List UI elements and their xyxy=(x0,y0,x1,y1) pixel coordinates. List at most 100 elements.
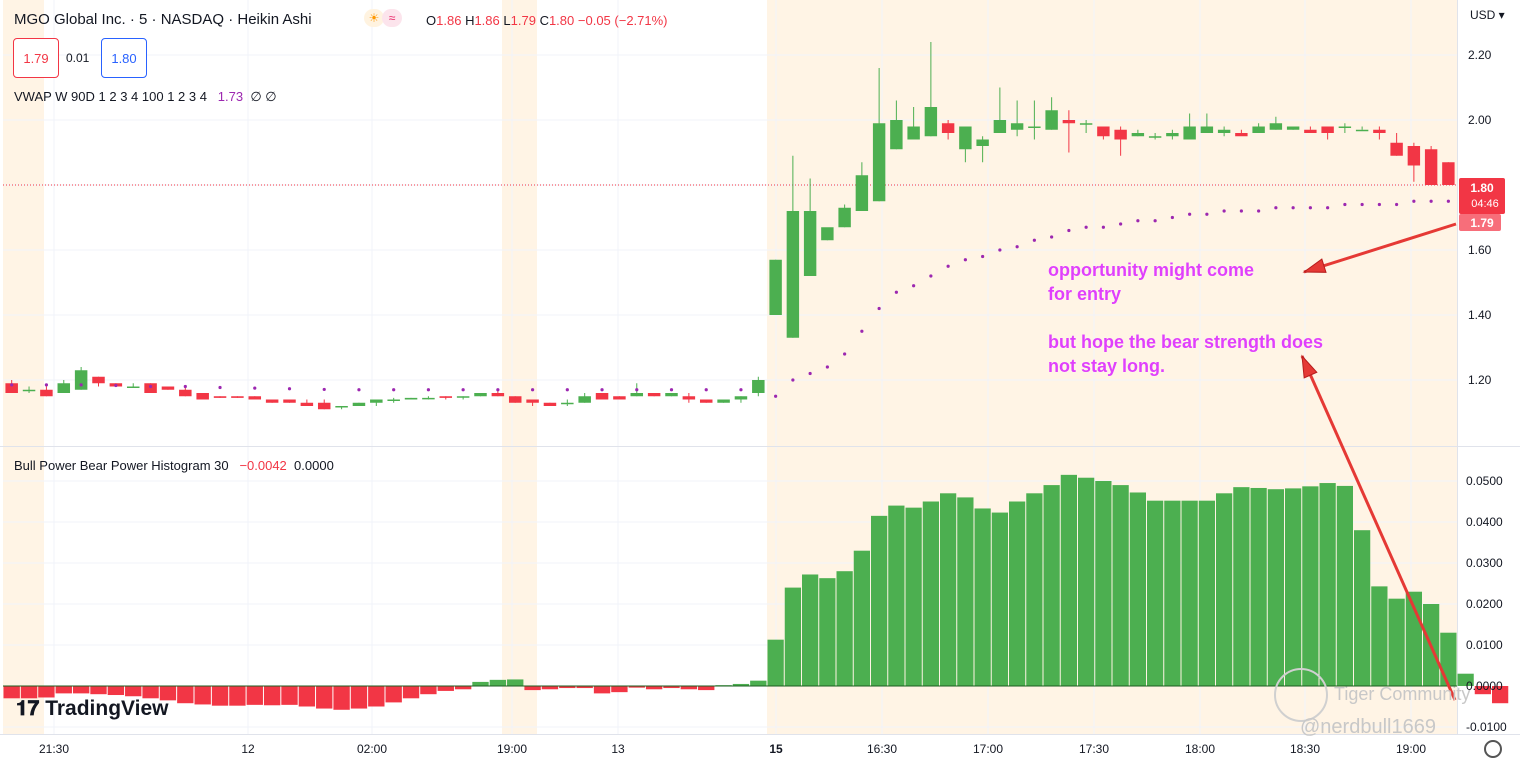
histogram-bar xyxy=(350,686,368,709)
candle-body xyxy=(907,126,920,140)
histogram-bar xyxy=(1267,489,1284,686)
candle xyxy=(1373,126,1386,140)
candle xyxy=(508,396,522,403)
candle xyxy=(838,204,851,228)
vwap-dot xyxy=(1188,212,1192,216)
candle xyxy=(1045,97,1058,130)
histogram-bar xyxy=(107,686,125,696)
candle xyxy=(370,399,383,406)
vwap-dot xyxy=(739,388,743,392)
candles xyxy=(5,42,1455,410)
candle-body xyxy=(1166,133,1179,137)
vwap-dots xyxy=(10,199,1450,398)
candle-body xyxy=(786,211,800,338)
histogram-bar xyxy=(281,686,298,705)
candle xyxy=(1148,133,1162,140)
histogram-bar xyxy=(1319,483,1336,686)
candle-body xyxy=(1148,136,1162,138)
candle xyxy=(1338,123,1352,133)
change-value: −0.05 (−2.71%) xyxy=(577,13,668,28)
histogram-bar xyxy=(333,686,350,710)
candle-body xyxy=(976,139,989,146)
candle xyxy=(924,42,938,137)
settings-icon[interactable] xyxy=(1484,740,1502,758)
vwap-dot xyxy=(1343,202,1347,207)
candle xyxy=(595,393,609,400)
vwap-legend[interactable]: VWAP W 90D 1 2 3 4 100 1 2 3 4 1.73 ∅ ∅ xyxy=(14,89,277,105)
histogram-bar xyxy=(576,686,593,689)
price-tick-label: 2.00 xyxy=(1468,113,1492,127)
tradingview-logo[interactable]: 𝟏𝟕 TradingView xyxy=(16,697,169,721)
candle-body xyxy=(1028,126,1041,128)
histogram-bar xyxy=(125,686,142,697)
histogram-bar xyxy=(1233,487,1250,686)
vwap-dot xyxy=(530,388,535,392)
vwap-dot xyxy=(1429,199,1433,203)
vwap-extra: ∅ ∅ xyxy=(250,89,277,104)
candle-body xyxy=(838,207,851,228)
arrow-entry xyxy=(1302,222,1457,274)
candle-body xyxy=(92,376,105,384)
buy-button[interactable]: 1.80 xyxy=(101,38,147,78)
sell-button[interactable]: 1.79 xyxy=(13,38,59,78)
histogram-bar xyxy=(38,686,55,698)
histogram-bar xyxy=(211,686,229,706)
time-tick-label: 18:00 xyxy=(1185,742,1215,756)
candle xyxy=(803,178,817,276)
currency-select[interactable]: USD ▾ xyxy=(1470,8,1505,22)
vwap-dot xyxy=(774,394,778,398)
countdown-tag-label: 04:46 xyxy=(1471,198,1499,210)
vwap-value: 1.73 xyxy=(217,89,244,104)
time-tick-label: 18:30 xyxy=(1290,742,1320,756)
candle-body xyxy=(595,393,609,400)
candle-body xyxy=(734,396,748,400)
vwap-dot xyxy=(44,383,49,387)
candle xyxy=(196,393,209,400)
candle-body xyxy=(1062,120,1076,124)
candle-body xyxy=(526,399,539,403)
histogram-bar xyxy=(1336,485,1353,686)
market-hours-icon[interactable]: ☀ xyxy=(364,9,384,27)
histogram-bar xyxy=(663,686,680,689)
histogram-bar xyxy=(1026,493,1043,686)
candle-body xyxy=(1217,129,1231,133)
histogram-bar xyxy=(1129,492,1146,686)
candle-body xyxy=(924,107,938,137)
candle-body xyxy=(1200,126,1214,133)
candle-body xyxy=(699,399,713,403)
user-watermark: @nerdbull1669 xyxy=(1300,716,1436,738)
candle xyxy=(993,87,1007,133)
vwap-dot xyxy=(253,386,257,390)
histogram-bar xyxy=(1492,686,1509,704)
histogram-bar xyxy=(72,686,90,694)
histogram-bars xyxy=(3,474,1509,710)
candle-body xyxy=(387,399,400,401)
symbol-title[interactable]: MGO Global Inc. · 5 · NASDAQ · Heikin As… xyxy=(14,11,312,28)
ohlc-legend: O1.86 H1.86 L1.79 C1.80 −0.05 (−2.71%) xyxy=(426,13,668,28)
candle xyxy=(283,399,296,403)
indicator-label: Bull Power Bear Power Histogram 30 xyxy=(14,458,229,473)
hist-tick-label: 0.0500 xyxy=(1466,474,1503,488)
vwap-dot xyxy=(808,371,812,376)
candle xyxy=(647,393,661,397)
delayed-data-icon[interactable]: ≈ xyxy=(382,9,402,27)
vwap-dot xyxy=(1239,209,1243,213)
indicator-legend[interactable]: Bull Power Bear Power Histogram 30 −0.00… xyxy=(14,458,334,473)
candle xyxy=(126,383,140,388)
vwap-dot xyxy=(183,384,187,389)
candle-body xyxy=(404,397,418,400)
candle-body xyxy=(1097,126,1110,137)
time-tick-label: 21:30 xyxy=(39,742,69,756)
candle xyxy=(352,402,366,406)
arrow-entry-head xyxy=(1302,258,1327,273)
histogram-bar xyxy=(922,501,939,686)
vwap-dot xyxy=(1360,202,1364,207)
hist-tick-label: 0.0100 xyxy=(1466,638,1503,652)
histogram-bar xyxy=(229,686,246,706)
candle-body xyxy=(1338,126,1352,128)
candle-body xyxy=(1183,126,1196,140)
time-tick-label: 17:30 xyxy=(1079,742,1109,756)
candle xyxy=(231,396,244,398)
candle-body xyxy=(300,402,314,406)
